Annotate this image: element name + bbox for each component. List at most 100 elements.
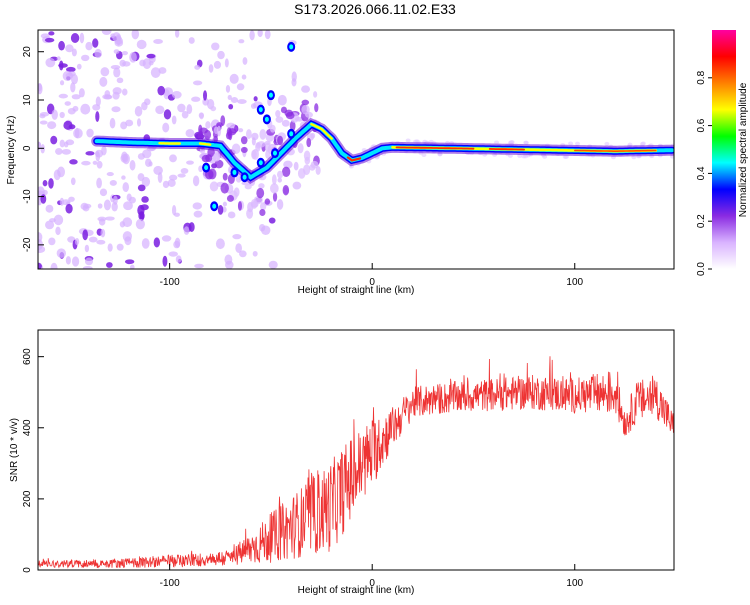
ridge-core — [200, 144, 210, 145]
noise-blob — [191, 97, 200, 102]
noise-blob — [85, 258, 93, 266]
noise-blob — [58, 41, 65, 51]
noise-blob — [136, 219, 145, 230]
intensity-blob-core — [273, 151, 277, 156]
colorbar: 0.00.20.40.60.8 Normalized spectral ampl… — [696, 30, 749, 276]
noise-blob — [141, 102, 147, 110]
snr-y-label: SNR (10 * v/v) — [9, 418, 20, 482]
noise-blob — [60, 80, 64, 85]
noise-blob — [138, 211, 144, 220]
noise-blob — [62, 149, 71, 155]
noise-blob — [282, 120, 290, 127]
noise-blob — [254, 96, 258, 101]
noise-blob — [50, 263, 57, 274]
noise-blob — [73, 106, 79, 112]
noise-blob — [96, 178, 102, 189]
noise-blob — [175, 238, 181, 248]
noise-blob — [117, 244, 124, 251]
noise-blob — [81, 203, 89, 210]
colorbar-tick-label: 0.2 — [696, 214, 707, 228]
noise-blob — [301, 105, 309, 115]
noise-blob — [265, 30, 271, 39]
noise-blob — [63, 121, 72, 130]
noise-blob — [228, 104, 233, 109]
noise-blob — [101, 146, 107, 156]
noise-blob — [194, 65, 200, 70]
y-tick-label: 10 — [22, 94, 33, 106]
noise-blob — [278, 178, 282, 183]
noise-blob — [96, 96, 101, 106]
figure-title: S173.2026.066.11.02.E33 — [294, 1, 456, 17]
noise-blob — [83, 266, 93, 271]
noise-blob — [111, 65, 120, 69]
noise-blob — [186, 104, 192, 114]
noise-blob — [298, 143, 304, 153]
noise-blob — [203, 90, 207, 100]
noise-blob — [227, 127, 232, 136]
noise-blob — [293, 182, 302, 190]
noise-blob — [194, 264, 204, 269]
noise-blob — [523, 141, 528, 145]
x-tick-label: -100 — [160, 578, 180, 589]
colorbar-tick-label: 0.4 — [696, 166, 707, 180]
noise-blob — [41, 33, 50, 38]
noise-blob — [269, 261, 278, 269]
noise-blob — [259, 129, 266, 140]
noise-blob — [54, 215, 63, 226]
noise-blob — [242, 75, 247, 80]
noise-blob — [235, 243, 242, 253]
y-tick-label: 0 — [22, 145, 33, 151]
noise-blob — [95, 111, 99, 122]
noise-blob — [294, 162, 299, 171]
noise-blob — [93, 161, 98, 165]
noise-blob — [205, 121, 210, 128]
noise-blob — [291, 78, 296, 86]
noise-blob — [172, 91, 182, 99]
noise-blob — [224, 254, 232, 264]
noise-blob — [130, 160, 136, 171]
noise-blob — [311, 161, 319, 169]
colorbar-ticks: 0.00.20.40.60.8 — [696, 70, 712, 276]
noise-blob — [117, 77, 124, 83]
noise-blob — [99, 77, 107, 87]
noise-blob — [213, 153, 220, 162]
noise-blob — [246, 129, 252, 139]
noise-blob — [102, 27, 112, 35]
noise-blob — [251, 133, 258, 140]
ridge-core — [575, 151, 656, 152]
noise-blob — [193, 175, 199, 186]
noise-blob — [66, 139, 75, 145]
noise-blob — [228, 211, 236, 218]
noise-blob — [314, 103, 318, 112]
noise-blob — [35, 246, 45, 253]
noise-blob — [99, 218, 105, 225]
noise-blob — [176, 255, 182, 262]
colorbar-gradient — [712, 30, 736, 269]
intensity-blob-core — [265, 117, 269, 122]
noise-blob — [72, 49, 77, 57]
noise-blob — [214, 61, 221, 69]
noise-blob — [406, 138, 411, 142]
noise-blob — [193, 81, 202, 86]
noise-blob — [226, 85, 230, 93]
noise-blob — [303, 164, 310, 175]
noise-blob — [282, 167, 290, 177]
x-tick-label: 100 — [566, 277, 583, 288]
y-tick-label: -20 — [22, 237, 33, 252]
colorbar-label: Normalized spectral amplitude — [738, 82, 749, 217]
intensity-blob-core — [204, 165, 208, 170]
noise-blob — [216, 238, 225, 249]
intensity-blob-core — [232, 170, 236, 175]
noise-blob — [106, 262, 113, 268]
noise-blob — [81, 55, 89, 61]
noise-blob — [168, 179, 176, 187]
noise-blob — [96, 240, 105, 245]
y-tick-label: 0 — [22, 567, 33, 573]
noise-blob — [65, 204, 72, 214]
noise-blob — [246, 208, 253, 218]
noise-blob — [94, 49, 101, 58]
noise-blob — [211, 42, 219, 50]
intensity-blob-core — [289, 131, 293, 136]
noise-blob — [40, 194, 46, 203]
